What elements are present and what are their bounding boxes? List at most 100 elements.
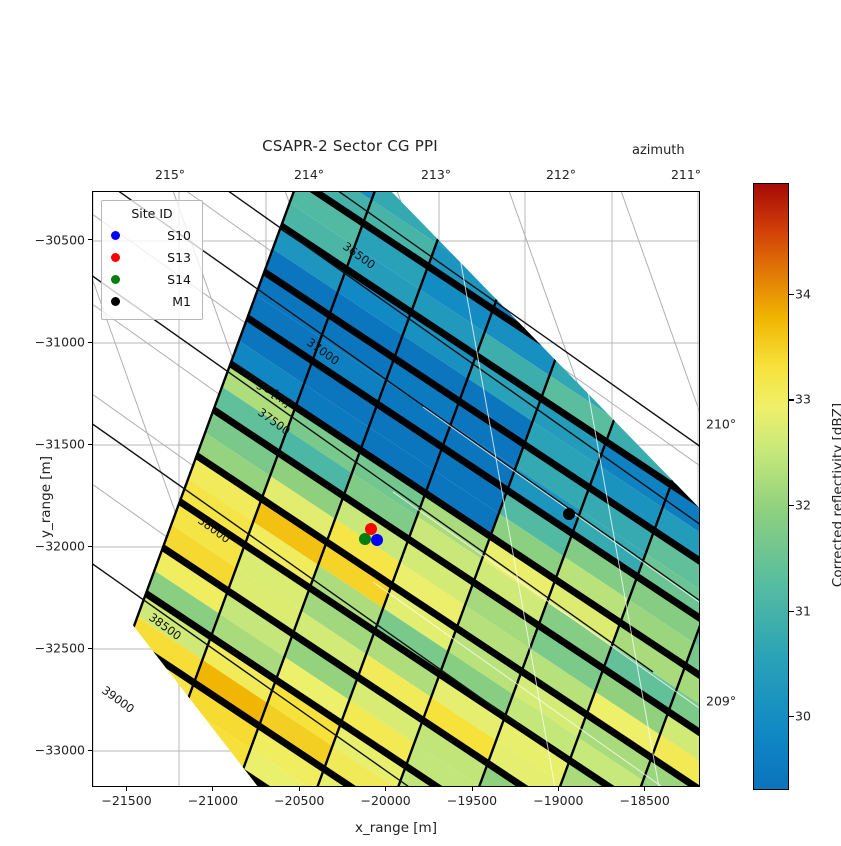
reflectivity-gate — [479, 763, 553, 786]
reflectivity-gate — [95, 708, 169, 775]
reflectivity-gate — [456, 605, 530, 672]
reflectivity-gate — [146, 570, 220, 637]
colorbar-tick-mark — [789, 610, 794, 612]
marker-M1[interactable] — [563, 508, 575, 520]
reflectivity-gate — [171, 501, 245, 568]
reflectivity-gate — [433, 447, 508, 514]
reflectivity-gate — [473, 559, 547, 626]
reflectivity-gate — [578, 714, 652, 781]
reflectivity-gate — [620, 599, 694, 666]
xtick-mark — [385, 787, 387, 791]
site-markers — [359, 508, 575, 546]
marker-S13[interactable] — [365, 523, 377, 535]
reflectivity-gate — [185, 682, 259, 749]
reflectivity-gate — [628, 576, 699, 643]
legend-label: S13 — [167, 249, 191, 265]
ray-separator — [127, 636, 699, 786]
reflectivity-gate — [340, 700, 415, 767]
range-label-39000: 39000 — [99, 683, 137, 716]
legend-item-S14[interactable]: S14 — [109, 268, 195, 290]
legend-item-M1[interactable]: M1 — [109, 290, 195, 312]
reflectivity-gate — [476, 332, 550, 399]
reflectivity-gate — [230, 340, 304, 407]
xtick-label: −19000 — [533, 793, 584, 808]
reflectivity-gate — [202, 636, 276, 703]
reflectivity-gate — [129, 616, 203, 683]
ytick-mark — [88, 239, 92, 241]
reflectivity-gate — [272, 225, 347, 292]
reflectivity-gate — [312, 338, 386, 405]
colorbar-tick-mark — [789, 293, 794, 295]
reflectivity-gate — [515, 444, 590, 511]
reflectivity-gate — [498, 490, 573, 557]
ray-separator — [177, 498, 699, 786]
marker-S14[interactable] — [359, 533, 371, 545]
reflectivity-gate — [662, 484, 699, 551]
colorbar-tick-label: 33 — [795, 391, 811, 407]
reflectivity-gate — [385, 358, 460, 425]
reflectivity-gate — [205, 409, 279, 476]
ytick-mark — [88, 647, 92, 649]
colorbar-tick-label: 34 — [795, 286, 811, 302]
legend-item-S13[interactable]: S13 — [109, 246, 195, 268]
azimuth-right-tick-label: 210° — [706, 416, 737, 432]
reflectivity-gate — [651, 734, 699, 786]
reflectivity-gate — [654, 507, 699, 574]
legend-item-S10[interactable]: S10 — [109, 224, 195, 246]
reflectivity-gate — [405, 743, 480, 786]
reflectivity-gate — [244, 521, 319, 588]
reflectivity-gate — [261, 475, 336, 542]
ray-separator — [144, 590, 699, 786]
reflectivity-gate — [255, 271, 330, 338]
reflectivity-gate — [236, 544, 310, 611]
reflectivity-gate — [219, 590, 293, 657]
reflectivity-gate — [521, 648, 595, 715]
reflectivity-gate — [377, 381, 451, 448]
legend-swatch-icon — [111, 252, 120, 262]
colorbar[interactable] — [753, 183, 789, 790]
ytick-mark — [88, 443, 92, 445]
reflectivity-gate — [278, 429, 352, 496]
reflectivity-gate — [366, 631, 440, 698]
reflectivity-gate — [301, 588, 375, 655]
reflectivity-gate — [188, 455, 262, 522]
reflectivity-gate — [363, 200, 437, 267]
azimuth-top-tick-label: 211° — [670, 167, 702, 182]
reflectivity-gate — [368, 404, 443, 471]
reflectivity-gate — [507, 467, 581, 534]
reflectivity-gate — [154, 547, 228, 614]
gate-separator — [353, 306, 577, 786]
reflectivity-gate — [414, 720, 488, 786]
gate-separator — [548, 435, 699, 786]
xtick-mark — [471, 787, 473, 791]
reflectivity-gate — [541, 375, 615, 442]
reflectivity-gate — [595, 668, 669, 735]
reflectivity-gate — [194, 659, 268, 726]
ray-separator — [160, 544, 699, 786]
ray-separator — [228, 360, 699, 786]
reflectivity-gate — [524, 421, 598, 488]
reflectivity-gate — [137, 593, 211, 660]
xtick-mark — [126, 787, 128, 791]
reflectivity-gate — [227, 567, 302, 634]
reflectivity-gate — [402, 312, 477, 379]
ytick-label: −31500 — [34, 436, 85, 452]
marker-S10[interactable] — [371, 534, 383, 546]
xtick-mark — [557, 787, 559, 791]
reflectivity-gate — [561, 760, 635, 786]
xtick-label: −19500 — [446, 793, 498, 808]
gate-separator — [224, 219, 447, 786]
legend: Site ID S10 S13 S14 M1 — [101, 200, 203, 320]
reflectivity-gate — [357, 654, 432, 721]
x-axis-label: x_range [m] — [355, 820, 437, 836]
xtick-mark — [298, 787, 300, 791]
reflectivity-gate — [411, 289, 485, 356]
ray-separator — [279, 222, 699, 704]
xtick-label: −18500 — [619, 793, 670, 808]
reflectivity-gate — [391, 562, 465, 629]
reflectivity-gate — [439, 651, 514, 718]
reflectivity-gate — [530, 625, 604, 692]
reflectivity-gate — [676, 665, 699, 732]
colorbar-tick-mark — [789, 399, 794, 401]
xtick-label: −20500 — [274, 793, 325, 808]
